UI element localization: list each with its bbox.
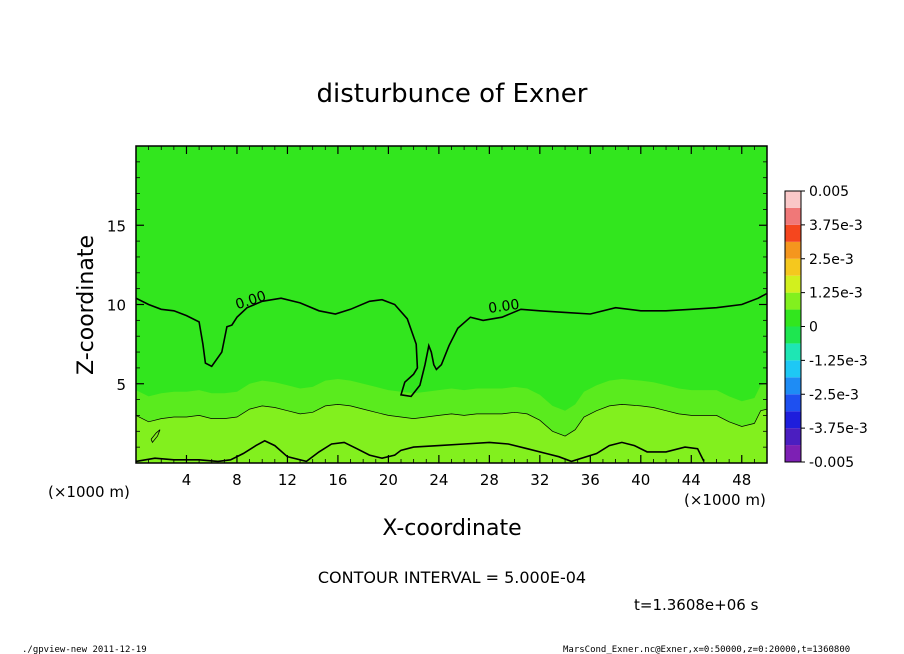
colorbar-tick-label: 1.25e-3 — [809, 286, 863, 302]
colorbar-tick-label: -0.005 — [809, 455, 854, 471]
colorbar-swatch — [785, 258, 801, 276]
x-tick-label: 8 — [232, 471, 242, 489]
x-tick-label: 28 — [480, 471, 499, 489]
y-tick-label: 15 — [107, 217, 126, 235]
y-tick-label: 5 — [116, 376, 126, 394]
x-unit-left: (×1000 m) — [48, 483, 130, 501]
colorbar-swatch — [785, 326, 801, 344]
colorbar-swatch — [785, 292, 801, 310]
x-tick-label: 24 — [429, 471, 448, 489]
x-unit-right: (×1000 m) — [684, 491, 766, 509]
colorbar-swatch — [785, 411, 801, 429]
colorbar-swatch — [785, 360, 801, 378]
x-tick-label: 36 — [581, 471, 600, 489]
chart-title: disturbunce of Exner — [317, 79, 588, 109]
colorbar-tick-label: -2.5e-3 — [809, 387, 859, 403]
contour-label: 0.00 — [487, 297, 520, 317]
colorbar-swatch — [785, 309, 801, 327]
colorbar-swatch — [785, 224, 801, 242]
contour-lines — [135, 292, 768, 463]
time-label: t=1.3608e+06 s — [634, 596, 759, 614]
footer-left: ./gpview-new 2011-12-19 — [22, 645, 147, 654]
colorbar-tick-label: -1.25e-3 — [809, 353, 868, 369]
x-tick-label: 20 — [379, 471, 398, 489]
y-axis-label: Z-coordinate — [74, 235, 99, 375]
colorbar-tick-label: -3.75e-3 — [809, 421, 868, 437]
x-tick-label: 4 — [182, 471, 192, 489]
zero-contour-upper — [135, 292, 768, 398]
x-axis-label: X-coordinate — [382, 516, 521, 541]
zero-contour-lower — [135, 439, 705, 463]
colorbar: 0.005 3.75e-3 2.5e-3 1.25e-3 0 -1.25e-3 -2.5e-… — [784, 184, 868, 471]
thin-contour — [135, 404, 768, 437]
x-tick-label: 16 — [328, 471, 347, 489]
field-bands — [136, 146, 767, 463]
contour-interval-label: CONTOUR INTERVAL = 5.000E-04 — [318, 568, 586, 587]
x-tick-label: 12 — [278, 471, 297, 489]
x-tick-label: 44 — [682, 471, 701, 489]
colorbar-swatch — [785, 275, 801, 293]
small-contour-loop — [150, 429, 161, 444]
colorbar-swatch — [785, 191, 801, 208]
band-lower — [136, 404, 767, 463]
colorbar-tick-label: 2.5e-3 — [809, 252, 854, 268]
colorbar-swatch — [785, 343, 801, 361]
footer-right: MarsCond_Exner.nc@Exner,x=0:50000,z=0:20… — [563, 645, 850, 654]
colorbar-swatch — [785, 428, 801, 446]
colorbar-swatch — [785, 445, 801, 462]
y-tick-label: 10 — [107, 297, 126, 315]
colorbar-swatch — [785, 377, 801, 395]
x-tick-label: 32 — [530, 471, 549, 489]
colorbar-swatch — [785, 241, 801, 259]
x-tick-label: 40 — [631, 471, 650, 489]
colorbar-tick-label: 0.005 — [809, 184, 849, 200]
colorbar-swatch — [785, 207, 801, 225]
colorbar-swatch — [785, 394, 801, 412]
colorbar-tick-label: 3.75e-3 — [809, 218, 863, 234]
x-tick-label: 48 — [732, 471, 751, 489]
colorbar-tick-label: 0 — [809, 320, 818, 336]
